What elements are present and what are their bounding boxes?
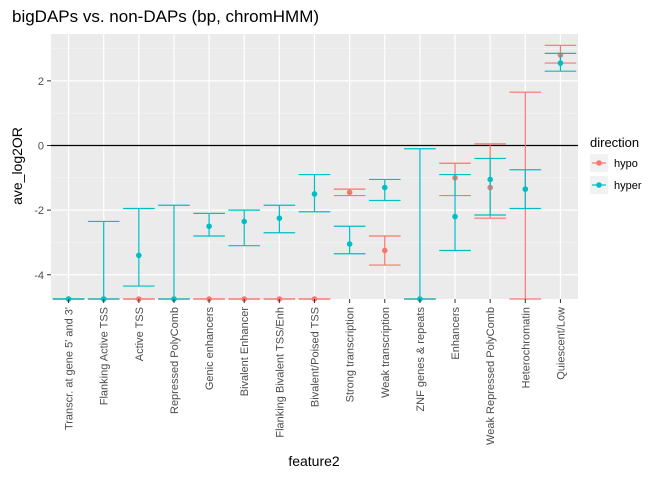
legend-key-point [596, 160, 602, 166]
point-hyper [136, 252, 142, 259]
y-tick-label: -2 [34, 205, 44, 217]
x-tick-label: Bivalent Enhancer [239, 307, 251, 397]
x-tick-label: Quiescent/Low [555, 307, 567, 380]
errorbar-hyper [123, 207, 155, 287]
x-tick-label: Transcr. at gene 5' and 3' [64, 307, 76, 430]
legend-label: hyper [614, 180, 642, 192]
point-hyper [241, 218, 248, 225]
legend-key-point [596, 182, 602, 188]
point-hyper [346, 241, 353, 247]
x-tick-label: Strong transcription [345, 307, 357, 402]
point-hypo [381, 247, 388, 254]
point-hyper [311, 191, 318, 197]
errorbar-hyper [439, 173, 471, 252]
x-axis-label: feature2 [288, 453, 340, 469]
y-tick-label: 2 [38, 76, 44, 88]
x-tick-label: Flanking Active TSS [99, 307, 111, 405]
errorbar-hyper [333, 225, 366, 255]
point-hyper [206, 223, 212, 230]
y-axis-label: ave_log2OR [9, 127, 25, 205]
legend-item-hypo: hypo [590, 154, 638, 172]
data-marks [51, 44, 578, 302]
point-hyper [452, 213, 458, 220]
x-tick-label: Enhancers [450, 307, 462, 360]
errorbar-hyper [474, 157, 506, 216]
point-hyper [557, 60, 564, 66]
x-tick-label: Flanking Bivalent TSS/Enh [274, 307, 286, 438]
x-tick-label: Active TSS [134, 307, 146, 361]
x-axis: Transcr. at gene 5' and 3' Flanking Activ… [64, 299, 567, 445]
legend-title: direction [590, 135, 639, 150]
errorbar-hyper [509, 169, 542, 210]
x-tick-label: Heterochromatin [520, 307, 532, 388]
errorbar-hyper [228, 209, 261, 247]
x-tick-label: ZNF genes & repeats [415, 307, 427, 412]
x-tick-label: Bivalent/Poised TSS [310, 307, 322, 407]
y-tick-label: 0 [38, 140, 44, 152]
legend-item-hyper: hyper [590, 176, 642, 194]
point-hyper [487, 176, 493, 183]
point-hyper [381, 184, 388, 191]
x-tick-label: Repressed PolyComb [169, 307, 181, 414]
point-hyper [276, 215, 283, 222]
y-axis: 2 0 -2 -4 [34, 76, 51, 282]
legend-label: hypo [614, 158, 638, 170]
errorbar-hyper [263, 204, 296, 234]
errorbar-hypo [368, 235, 401, 266]
y-tick-label: -4 [34, 270, 44, 282]
x-tick-label: Genic enhancers [204, 307, 216, 391]
x-tick-label: Weak Repressed PolyComb [485, 307, 497, 445]
x-tick-label: Weak transcription [380, 307, 392, 398]
errorbar-hyper [193, 212, 225, 237]
legend: direction hypo hyper [590, 135, 642, 194]
errorbar-hyper [368, 178, 401, 202]
chart-title: bigDAPs vs. non-DAPs (bp, chromHMM) [12, 7, 319, 26]
point-hypo [346, 189, 353, 196]
errorbar-hyper [298, 173, 331, 213]
errorbar-hypo [333, 188, 366, 197]
errorbar-hyper [544, 52, 577, 72]
point-hyper [522, 186, 529, 192]
